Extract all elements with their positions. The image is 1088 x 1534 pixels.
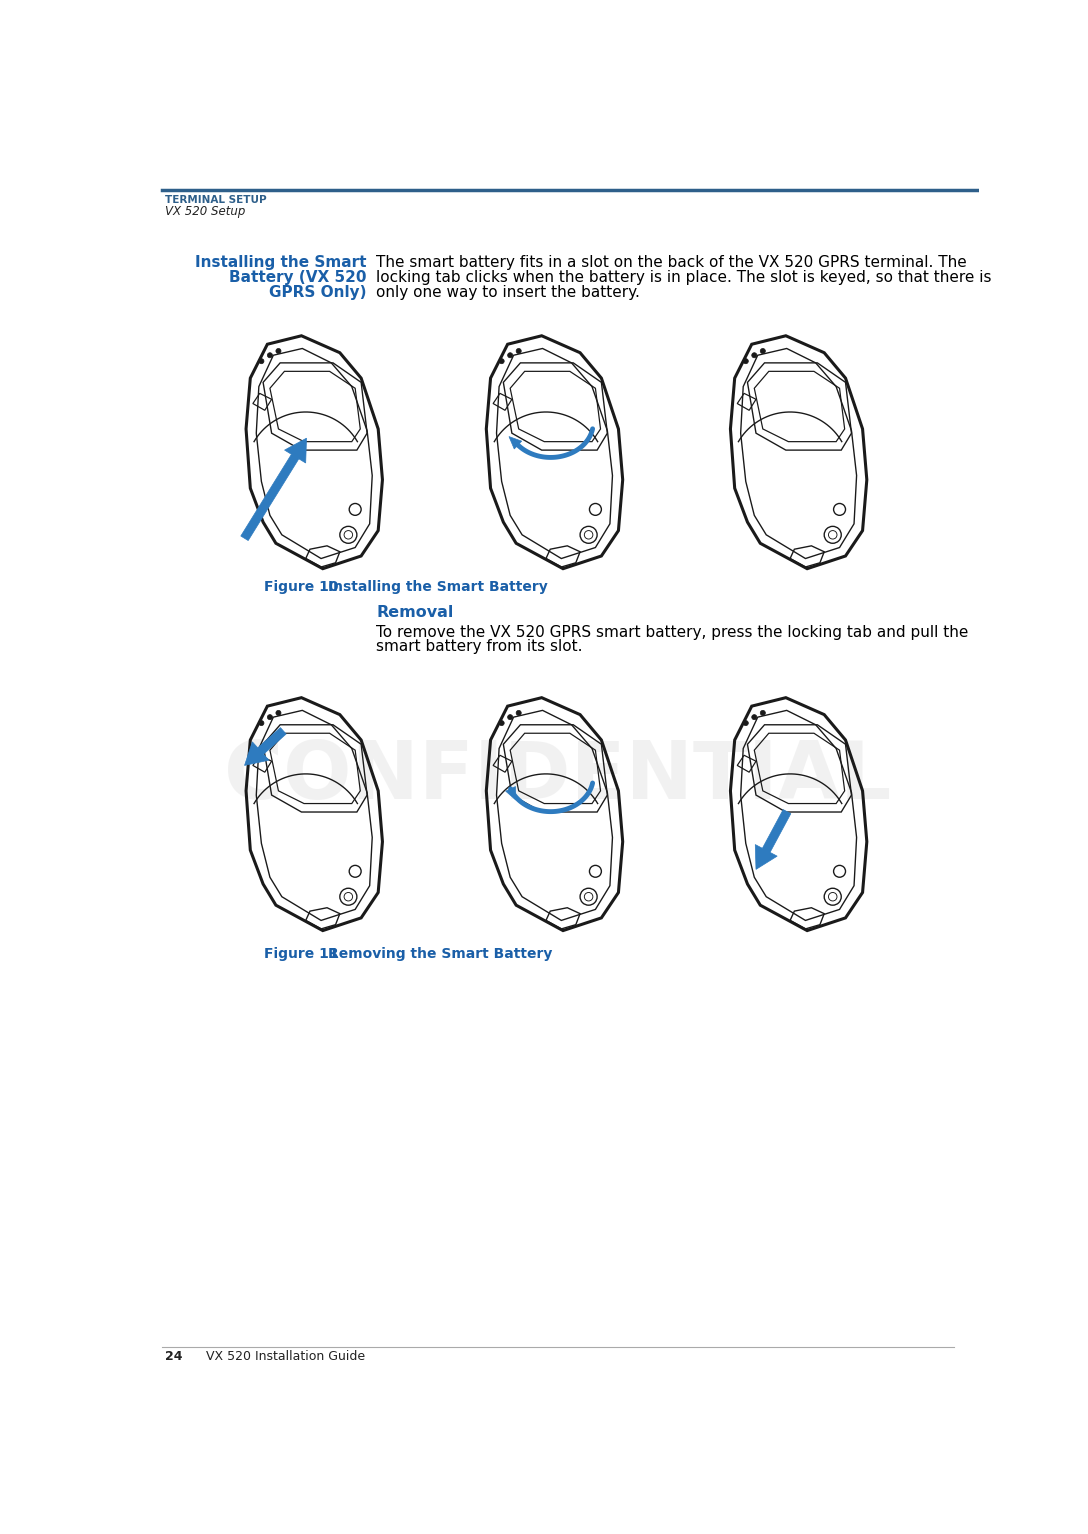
Text: VX 520 Setup: VX 520 Setup — [165, 206, 246, 218]
Circle shape — [508, 715, 512, 719]
Text: 24: 24 — [165, 1350, 183, 1362]
Circle shape — [508, 353, 512, 357]
Text: Removing the Smart Battery: Removing the Smart Battery — [329, 946, 553, 960]
Text: TERMINAL SETUP: TERMINAL SETUP — [165, 195, 267, 204]
Text: To remove the VX 520 GPRS smart battery, press the locking tab and pull the: To remove the VX 520 GPRS smart battery,… — [376, 624, 968, 640]
Circle shape — [743, 721, 749, 726]
Circle shape — [259, 721, 264, 726]
Text: Removal: Removal — [376, 604, 454, 620]
Circle shape — [752, 715, 757, 719]
Circle shape — [499, 721, 504, 726]
Circle shape — [276, 710, 281, 715]
Polygon shape — [506, 787, 516, 801]
Text: CONFIDENTIAL: CONFIDENTIAL — [224, 738, 891, 816]
Circle shape — [761, 710, 765, 715]
Circle shape — [276, 348, 281, 353]
Text: locking tab clicks when the battery is in place. The slot is keyed, so that ther: locking tab clicks when the battery is i… — [376, 270, 992, 285]
Polygon shape — [509, 437, 522, 449]
Text: smart battery from its slot.: smart battery from its slot. — [376, 640, 583, 655]
Circle shape — [516, 710, 521, 715]
Circle shape — [268, 353, 272, 357]
Text: The smart battery fits in a slot on the back of the VX 520 GPRS terminal. The: The smart battery fits in a slot on the … — [376, 255, 967, 270]
Circle shape — [752, 353, 757, 357]
Polygon shape — [755, 810, 791, 870]
Text: GPRS Only): GPRS Only) — [269, 284, 367, 299]
Text: Figure 11: Figure 11 — [264, 946, 338, 960]
Text: Installing the Smart: Installing the Smart — [195, 255, 367, 270]
Circle shape — [499, 359, 504, 364]
Text: Figure 10: Figure 10 — [264, 580, 338, 594]
Polygon shape — [245, 727, 286, 765]
Text: VX 520 Installation Guide: VX 520 Installation Guide — [206, 1350, 364, 1362]
Text: Battery (VX 520: Battery (VX 520 — [228, 270, 367, 285]
Circle shape — [743, 359, 749, 364]
Circle shape — [259, 359, 264, 364]
Polygon shape — [240, 439, 307, 540]
Text: only one way to insert the battery.: only one way to insert the battery. — [376, 284, 640, 299]
Circle shape — [761, 348, 765, 353]
Text: Installing the Smart Battery: Installing the Smart Battery — [329, 580, 548, 594]
Circle shape — [268, 715, 272, 719]
Circle shape — [516, 348, 521, 353]
